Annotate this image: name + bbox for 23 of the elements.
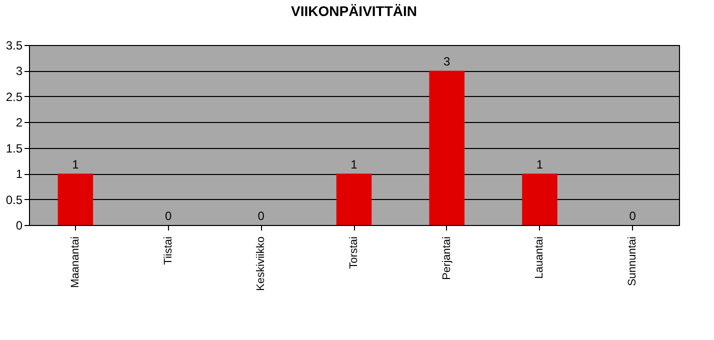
x-tick-label: Tiistai xyxy=(162,236,174,265)
y-tick-label: 1 xyxy=(16,167,23,182)
x-tick-label: Sunnuntai xyxy=(626,236,639,286)
data-label: 3 xyxy=(444,54,451,69)
chart-title: VIIKONPÄIVITTÄIN xyxy=(290,3,418,19)
y-tick-label: 2.5 xyxy=(6,90,23,104)
x-tick-label: Keskiviikko xyxy=(255,236,268,291)
y-tick-label: 3 xyxy=(16,64,23,78)
y-tick-label: 0.5 xyxy=(6,192,23,207)
y-tick-label: 2 xyxy=(16,116,23,130)
data-label: 0 xyxy=(258,209,265,223)
x-tick-label: Perjantai xyxy=(440,236,453,280)
data-label: 1 xyxy=(72,158,80,172)
x-tick-label: Torstai xyxy=(348,236,360,269)
data-label: 1 xyxy=(536,158,544,172)
y-tick-label: 0 xyxy=(16,218,23,232)
x-tick-label: Maanantai xyxy=(69,236,82,288)
y-tick-label: 3.5 xyxy=(6,38,23,52)
data-label: 0 xyxy=(629,209,636,223)
y-tick-label: 1.5 xyxy=(6,141,23,156)
data-label: 1 xyxy=(350,158,358,172)
data-label: 0 xyxy=(164,209,172,223)
x-tick-label: Lauantai xyxy=(534,236,546,279)
